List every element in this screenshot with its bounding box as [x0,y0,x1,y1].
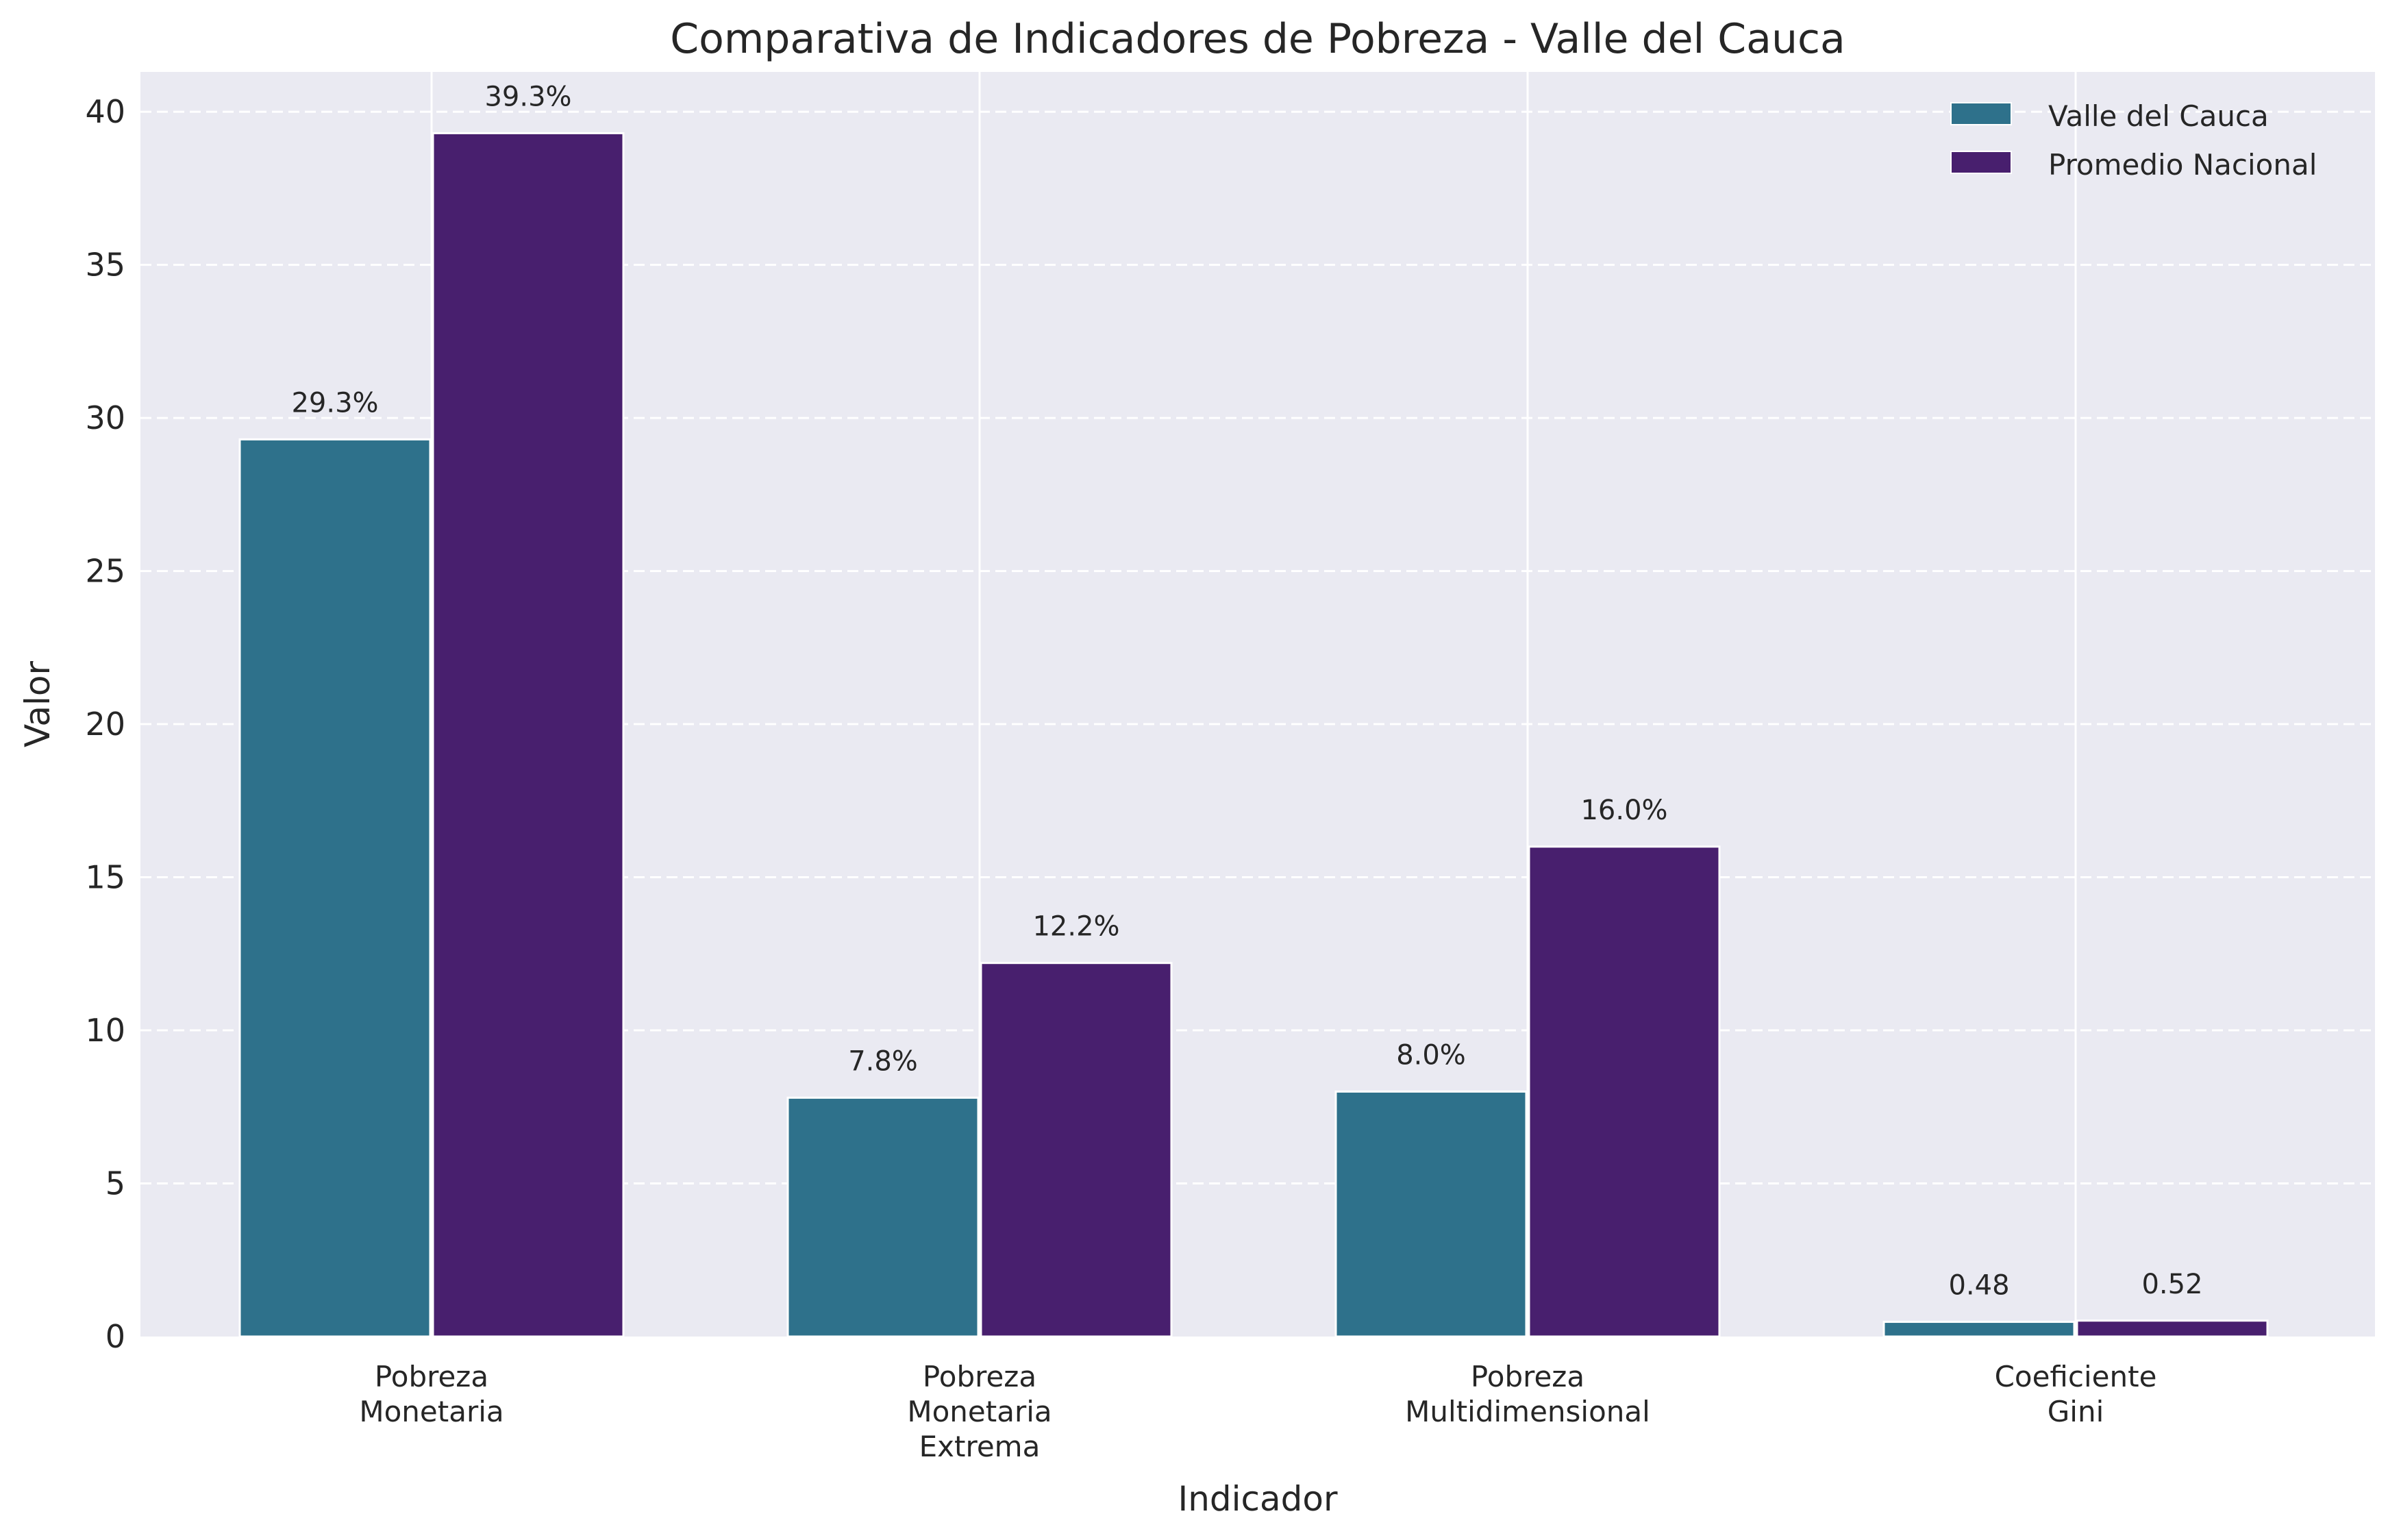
y-tick-label: 30 [85,399,125,436]
x-tick-label-line: Pobreza [375,1360,488,1393]
x-tick-label-line: Pobreza [923,1360,1036,1393]
x-tick-label: Pobreza Monetaria [359,1360,503,1428]
bar [2076,1319,2269,1338]
y-tick-label: 35 [85,247,125,284]
x-tick-label: Pobreza Monetaria Extrema [907,1360,1052,1463]
x-tick-label-line: Monetaria [359,1395,503,1428]
legend: Valle del Cauca Promedio Nacional [1950,99,2317,182]
y-tick-label: 20 [85,706,125,743]
x-tick-label-line: Multidimensional [1405,1395,1650,1428]
y-tick-label: 40 [85,93,125,130]
bar [980,962,1173,1338]
bar-value-label: 39.3% [484,81,571,112]
y-axis: 0 5 10 15 20 25 30 35 40 [85,93,125,1355]
legend-swatch-valle [1950,102,2012,125]
bar-value-label: 16.0% [1580,795,1667,826]
x-axis-title: Indicador [1178,1479,1338,1519]
x-tick-label-line: Extrema [919,1430,1041,1463]
bar-value-label: 0.48 [1948,1270,2009,1302]
x-tick-label-line: Gini [2048,1395,2104,1428]
bar [238,438,432,1338]
x-tick-label: Pobreza Multidimensional [1405,1360,1650,1428]
chart-title: Comparativa de Indicadores de Pobreza - … [670,15,1845,63]
x-tick-label-line: Monetaria [907,1395,1052,1428]
x-tick-label-line: Pobreza [1471,1360,1584,1393]
y-tick-label: 10 [85,1012,125,1049]
legend-label-nacional: Promedio Nacional [2048,148,2317,182]
bar [432,132,625,1338]
bar [1528,845,1721,1338]
legend-swatch-nacional [1950,151,2012,174]
x-tick-label: Coeficiente Gini [1995,1360,2157,1428]
bars [238,132,2269,1338]
y-tick-label: 15 [85,859,125,896]
bar [786,1096,980,1338]
bar [1334,1090,1528,1338]
bar-value-label: 7.8% [848,1045,918,1077]
bar-value-label: 8.0% [1396,1039,1466,1071]
bar-value-label: 0.52 [2141,1269,2202,1300]
y-tick-label: 25 [85,553,125,590]
bar-value-label: 12.2% [1032,911,1119,943]
bar-value-label: 29.3% [291,387,378,419]
y-tick-label: 0 [105,1318,125,1355]
legend-label-valle: Valle del Cauca [2048,99,2269,133]
x-tick-label-line: Coeficiente [1995,1360,2157,1393]
y-tick-label: 5 [105,1165,125,1202]
data-labels: 29.3% 7.8% 8.0% 0.48 39.3% 12.2% 16.0% 0.52 [291,81,2202,1301]
bar [1882,1321,2076,1338]
y-axis-title: Valor [18,661,58,747]
